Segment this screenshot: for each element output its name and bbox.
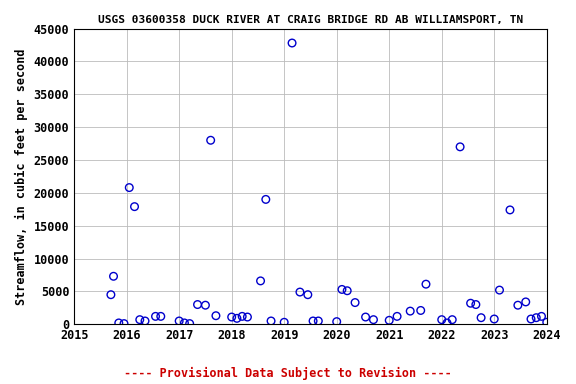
Point (267, 318, 276, 324)
Point (505, 207, 514, 213)
Point (471, 301, 480, 308)
Point (392, 313, 401, 319)
Point (130, 204, 139, 210)
Point (309, 318, 318, 324)
Point (513, 302, 522, 308)
Point (350, 300, 359, 306)
Point (114, 320, 123, 326)
Point (135, 316, 145, 323)
Point (361, 314, 370, 320)
Point (109, 273, 118, 280)
Point (227, 314, 236, 320)
Point (119, 321, 128, 327)
Point (237, 313, 247, 319)
Point (442, 320, 452, 326)
Point (141, 318, 150, 324)
Title: USGS 03600358 DUCK RIVER AT CRAIG BRIDGE RD AB WILLIAMSPORT, TN: USGS 03600358 DUCK RIVER AT CRAIG BRIDGE… (98, 15, 523, 25)
Point (437, 316, 446, 323)
Point (243, 314, 252, 320)
Point (456, 144, 465, 150)
Point (303, 291, 312, 298)
Point (185, 321, 194, 327)
Point (211, 313, 221, 319)
Point (416, 307, 425, 313)
Point (532, 314, 541, 321)
Point (448, 316, 457, 323)
Point (521, 299, 530, 305)
Point (206, 137, 215, 143)
Point (385, 317, 394, 323)
Point (124, 184, 134, 190)
Point (156, 313, 165, 319)
Point (279, 319, 289, 325)
Point (287, 40, 297, 46)
Point (314, 318, 323, 324)
Point (343, 288, 352, 294)
Point (261, 196, 270, 202)
Point (490, 316, 499, 322)
Y-axis label: Streamflow, in cubic feet per second: Streamflow, in cubic feet per second (15, 48, 28, 305)
Point (338, 286, 347, 293)
Point (466, 300, 475, 306)
Point (175, 318, 184, 324)
Point (107, 291, 116, 298)
Point (193, 301, 202, 308)
Point (495, 287, 504, 293)
Point (476, 314, 486, 321)
Point (542, 319, 551, 325)
Point (422, 281, 431, 287)
Text: ---- Provisional Data Subject to Revision ----: ---- Provisional Data Subject to Revisio… (124, 367, 452, 380)
Point (295, 289, 305, 295)
Point (151, 313, 160, 319)
Point (526, 316, 536, 322)
Point (256, 278, 265, 284)
Point (332, 319, 342, 325)
Point (232, 315, 241, 321)
Point (180, 320, 189, 326)
Point (369, 316, 378, 323)
Point (201, 302, 210, 308)
Point (537, 313, 546, 319)
Point (406, 308, 415, 314)
